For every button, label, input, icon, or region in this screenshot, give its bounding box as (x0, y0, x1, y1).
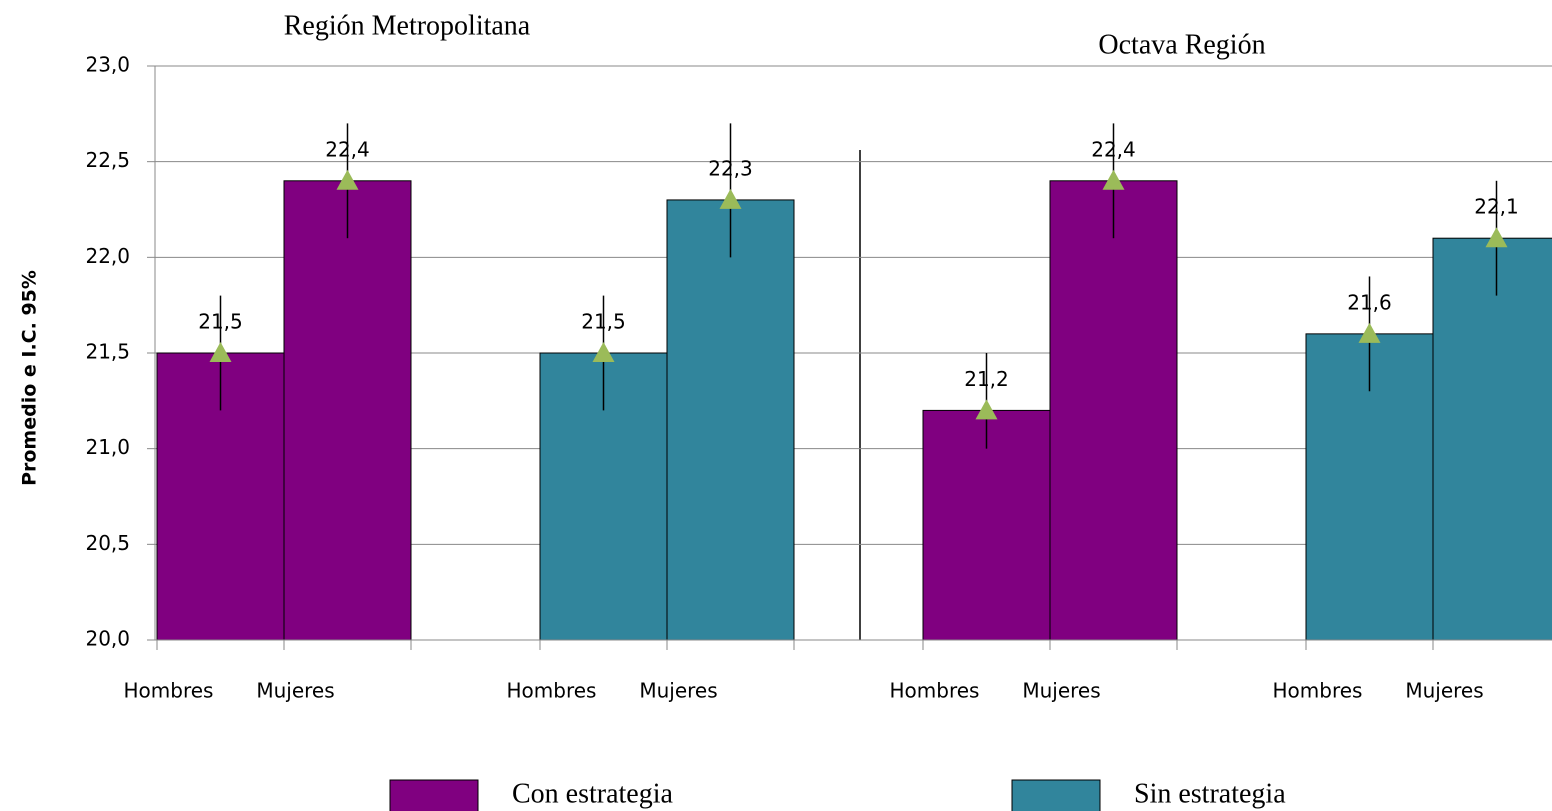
legend-label: Sin estrategia (1134, 778, 1286, 809)
x-tick-label: Mujeres (1022, 679, 1100, 703)
y-tick-label: 22,5 (85, 148, 130, 172)
data-label: 22,1 (1474, 195, 1519, 219)
y-tick-label: 22,0 (85, 244, 130, 268)
legend-label: Con estrategia (512, 778, 674, 809)
y-tick-label: 21,0 (85, 435, 130, 459)
y-tick-label: 23,0 (85, 53, 130, 77)
x-tick-label: Hombres (124, 679, 214, 703)
marker (336, 169, 359, 190)
x-tick-label: Mujeres (256, 679, 334, 703)
y-axis-label: Promedio e I.C. 95% (19, 270, 41, 486)
data-label: 21,6 (1347, 290, 1392, 314)
y-tick-label: 21,5 (85, 340, 130, 364)
panel-title: Octava Región (1098, 29, 1265, 60)
marker (975, 399, 998, 420)
marker (1358, 322, 1381, 343)
data-label: 22,4 (325, 137, 370, 161)
marker (1485, 227, 1508, 248)
x-tick-label: Mujeres (1405, 679, 1483, 703)
bar (283, 180, 412, 641)
marker (592, 342, 615, 362)
x-tick-label: Hombres (1273, 679, 1363, 703)
marker (1102, 169, 1125, 190)
x-tick-label: Hombres (890, 679, 980, 703)
marker (209, 342, 232, 362)
legend-swatch (1011, 779, 1101, 811)
data-label: 21,5 (581, 310, 626, 334)
data-label: 22,4 (1091, 137, 1136, 161)
x-tick-label: Mujeres (639, 679, 717, 703)
bar (1432, 237, 1552, 641)
data-label: 22,3 (708, 156, 753, 180)
x-tick-label: Hombres (507, 679, 597, 703)
marker (719, 188, 742, 209)
bar (666, 199, 795, 641)
data-label: 21,5 (198, 310, 243, 334)
y-tick-label: 20,5 (85, 531, 130, 555)
panel-title: Región Metropolitana (284, 10, 531, 41)
data-label: 21,2 (964, 367, 1009, 391)
bar (1049, 180, 1178, 641)
legend-swatch (389, 779, 479, 811)
y-tick-label: 20,0 (85, 627, 130, 651)
